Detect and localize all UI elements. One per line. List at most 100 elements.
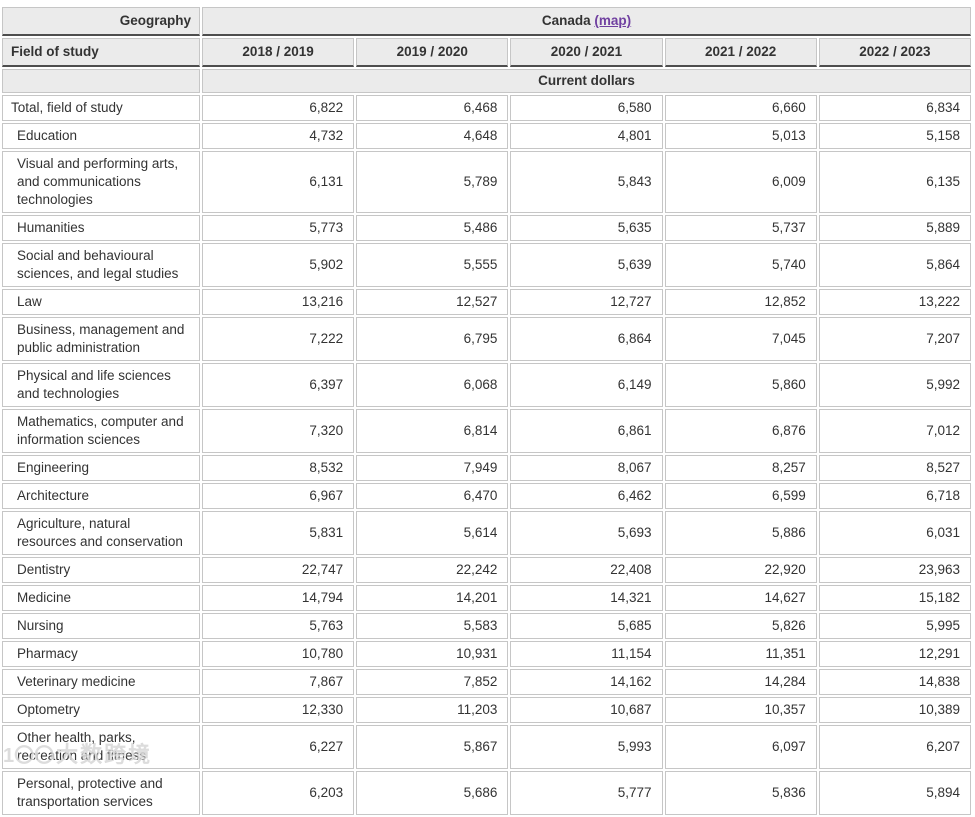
table-row: Veterinary medicine 7,867 7,852 14,162 14,28…: [2, 669, 971, 695]
value-cell: 5,831: [202, 511, 355, 555]
table-row: Social and behavioural sciences, and leg…: [2, 243, 971, 287]
value-cell: 5,639: [510, 243, 663, 287]
table-row: Total, field of study 6,822 6,468 6,580 6,66…: [2, 95, 971, 121]
value-cell: 14,162: [510, 669, 663, 695]
table-row: Humanities 5,773 5,486 5,635 5,737 5,889: [2, 215, 971, 241]
row-label: Social and behavioural sciences, and leg…: [2, 243, 200, 287]
value-cell: 6,599: [664, 483, 817, 509]
value-cell: 6,834: [818, 95, 971, 121]
value-cell: 6,135: [818, 151, 971, 213]
value-cell: 13,216: [202, 289, 355, 315]
value-cell: 6,397: [202, 363, 355, 407]
row-label: Personal, protective and transportation …: [2, 771, 200, 815]
value-cell: 6,580: [510, 95, 663, 121]
table-row: Visual and performing arts, and communic…: [2, 151, 971, 213]
value-cell: 7,867: [202, 669, 355, 695]
value-cell: 7,949: [356, 455, 509, 481]
year-column-header: 2018 / 2019: [202, 38, 355, 67]
value-cell: 7,045: [664, 317, 817, 361]
value-cell: 5,902: [202, 243, 355, 287]
value-cell: 5,836: [664, 771, 817, 815]
table-row: Mathematics, computer and information sc…: [2, 409, 971, 453]
row-label: Other health, parks, recreation and fitn…: [2, 725, 200, 769]
value-cell: 14,627: [664, 585, 817, 611]
value-cell: 5,763: [202, 613, 355, 639]
unit-header-row: Current dollars: [2, 69, 971, 93]
value-cell: 7,207: [818, 317, 971, 361]
value-cell: 12,291: [818, 641, 971, 667]
value-cell: 13,222: [818, 289, 971, 315]
value-cell: 11,351: [664, 641, 817, 667]
value-cell: 7,852: [356, 669, 509, 695]
value-cell: 10,780: [202, 641, 355, 667]
value-cell: 6,861: [510, 409, 663, 453]
table-row: Pharmacy 10,780 10,931 11,154 11,351 12,291: [2, 641, 971, 667]
value-cell: 6,967: [202, 483, 355, 509]
value-cell: 6,203: [202, 771, 355, 815]
value-cell: 5,867: [356, 725, 509, 769]
value-cell: 11,203: [356, 697, 509, 723]
value-cell: 10,687: [510, 697, 663, 723]
row-label: Visual and performing arts, and communic…: [2, 151, 200, 213]
value-cell: 10,389: [818, 697, 971, 723]
table-row: Personal, protective and transportation …: [2, 771, 971, 815]
value-cell: 8,067: [510, 455, 663, 481]
row-label: Humanities: [2, 215, 200, 241]
value-cell: 6,822: [202, 95, 355, 121]
value-cell: 6,131: [202, 151, 355, 213]
value-cell: 5,635: [510, 215, 663, 241]
value-cell: 8,532: [202, 455, 355, 481]
table-row: Architecture 6,967 6,470 6,462 6,599 6,718: [2, 483, 971, 509]
row-label: Veterinary medicine: [2, 669, 200, 695]
row-label: Education: [2, 123, 200, 149]
row-label: Total, field of study: [2, 95, 200, 121]
value-cell: 7,320: [202, 409, 355, 453]
value-cell: 5,864: [818, 243, 971, 287]
value-cell: 5,158: [818, 123, 971, 149]
value-cell: 14,321: [510, 585, 663, 611]
value-cell: 5,894: [818, 771, 971, 815]
value-cell: 5,614: [356, 511, 509, 555]
value-cell: 5,013: [664, 123, 817, 149]
row-label: Business, management and public administ…: [2, 317, 200, 361]
value-cell: 5,737: [664, 215, 817, 241]
table-row: Education 4,732 4,648 4,801 5,013 5,158: [2, 123, 971, 149]
value-cell: 12,330: [202, 697, 355, 723]
unit-label-cell: Current dollars: [202, 69, 971, 93]
value-cell: 6,009: [664, 151, 817, 213]
table-row: Physical and life sciences and technolog…: [2, 363, 971, 407]
value-cell: 22,242: [356, 557, 509, 583]
year-column-header: 2019 / 2020: [356, 38, 509, 67]
value-cell: 11,154: [510, 641, 663, 667]
value-cell: 14,284: [664, 669, 817, 695]
year-column-header: 2020 / 2021: [510, 38, 663, 67]
value-cell: 6,470: [356, 483, 509, 509]
value-cell: 6,207: [818, 725, 971, 769]
value-cell: 5,583: [356, 613, 509, 639]
map-link[interactable]: (map): [594, 13, 632, 28]
year-column-header: 2021 / 2022: [664, 38, 817, 67]
geography-header-row: Geography Canada (map): [2, 7, 971, 36]
value-cell: 14,201: [356, 585, 509, 611]
field-of-study-header-cell: Field of study: [2, 38, 200, 67]
value-cell: 15,182: [818, 585, 971, 611]
value-cell: 5,826: [664, 613, 817, 639]
value-cell: 4,732: [202, 123, 355, 149]
row-label: Dentistry: [2, 557, 200, 583]
table-row: Agriculture, natural resources and conse…: [2, 511, 971, 555]
value-cell: 8,257: [664, 455, 817, 481]
row-label: Engineering: [2, 455, 200, 481]
value-cell: 6,031: [818, 511, 971, 555]
value-cell: 6,462: [510, 483, 663, 509]
year-column-header: 2022 / 2023: [818, 38, 971, 67]
table-row: Optometry 12,330 11,203 10,687 10,357 10,389: [2, 697, 971, 723]
value-cell: 6,864: [510, 317, 663, 361]
value-cell: 5,843: [510, 151, 663, 213]
table-row: Nursing 5,763 5,583 5,685 5,826 5,995: [2, 613, 971, 639]
value-cell: 6,814: [356, 409, 509, 453]
row-label: Pharmacy: [2, 641, 200, 667]
value-cell: 5,789: [356, 151, 509, 213]
value-cell: 5,693: [510, 511, 663, 555]
value-cell: 5,486: [356, 215, 509, 241]
